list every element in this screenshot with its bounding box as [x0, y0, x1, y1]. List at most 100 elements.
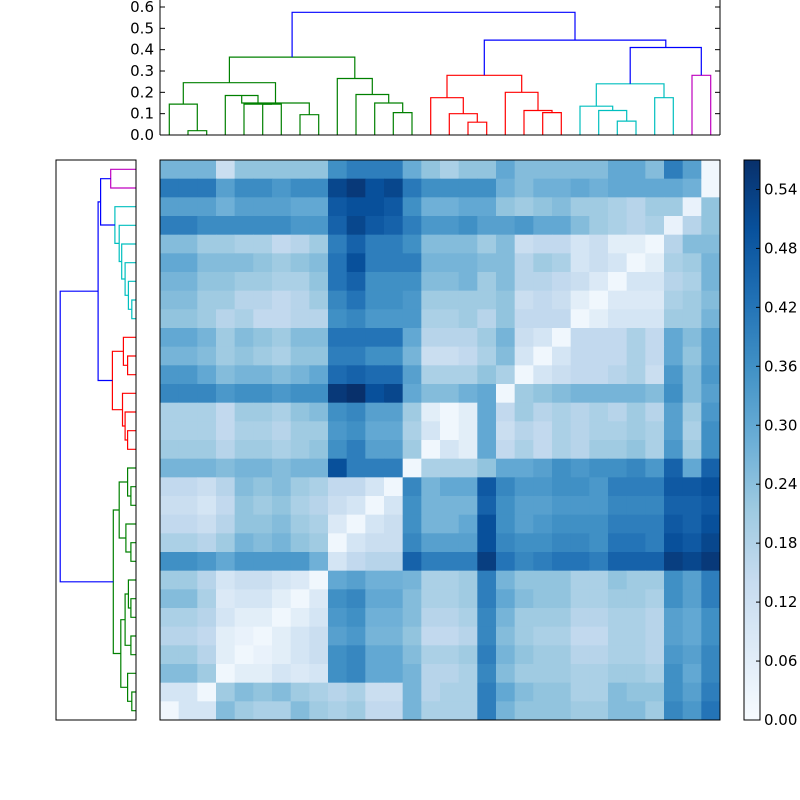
heatmap-cell-r1-c25 [626, 178, 646, 198]
top-dendrogram-link-10 [355, 93, 390, 135]
heatmap-cell-r29-c29 [701, 701, 721, 721]
top-dendrogram-link-27 [483, 39, 667, 76]
heatmap-cell-r6-c2 [197, 272, 217, 292]
heatmap-cell-r21-c13 [402, 552, 422, 572]
heatmap-cell-r12-c7 [290, 384, 310, 404]
heatmap-cell-r27-c15 [440, 664, 460, 684]
heatmap-cell-r18-c7 [290, 496, 310, 516]
heatmap-cell-r20-c28 [682, 533, 702, 553]
heatmap-cell-r16-c21 [552, 458, 572, 478]
heatmap-cell-r0-c5 [253, 160, 273, 180]
heatmap-cell-r15-c11 [365, 440, 385, 460]
heatmap-cell-r14-c9 [328, 421, 348, 441]
heatmap-cell-r18-c23 [589, 496, 609, 516]
heatmap-cell-r13-c23 [589, 402, 609, 422]
heatmap-cell-r9-c27 [664, 328, 684, 348]
top-dendrogram-link-2 [262, 103, 282, 135]
heatmap-cell-r6-c5 [253, 272, 273, 292]
heatmap-cell-r13-c29 [701, 402, 721, 422]
heatmap-cell-r29-c10 [346, 701, 366, 721]
heatmap-cell-r24-c2 [197, 608, 217, 628]
heatmap-cell-r25-c26 [645, 626, 665, 646]
heatmap-cell-r10-c22 [570, 346, 590, 366]
heatmap-cell-r0-c29 [701, 160, 721, 180]
heatmap-cell-r12-c15 [440, 384, 460, 404]
heatmap-cell-r20-c23 [589, 533, 609, 553]
heatmap-cell-r15-c2 [197, 440, 217, 460]
heatmap-cell-r0-c15 [440, 160, 460, 180]
heatmap-cell-r5-c26 [645, 253, 665, 273]
heatmap-cell-r4-c13 [402, 234, 422, 254]
heatmap-cell-r14-c3 [216, 421, 236, 441]
heatmap-cell-r2-c27 [664, 197, 684, 217]
heatmap-cell-r4-c25 [626, 234, 646, 254]
heatmap-cell-r26-c3 [216, 645, 236, 665]
heatmap-cell-r11-c0 [160, 365, 180, 385]
heatmap-cell-r12-c6 [272, 384, 292, 404]
heatmap-cell-r8-c2 [197, 309, 217, 329]
heatmap-cell-r18-c17 [477, 496, 497, 516]
heatmap-cell-r1-c28 [682, 178, 702, 198]
heatmap-cell-r29-c20 [533, 701, 553, 721]
heatmap-cell-r9-c19 [514, 328, 534, 348]
heatmap-cell-r23-c23 [589, 589, 609, 609]
heatmap-cell-r14-c17 [477, 421, 497, 441]
heatmap-cell-r9-c13 [402, 328, 422, 348]
heatmap-cell-r3-c8 [309, 216, 329, 236]
heatmap-cell-r27-c11 [365, 664, 385, 684]
heatmap-cell-r24-c4 [234, 608, 254, 628]
heatmap-cell-r8-c12 [384, 309, 404, 329]
heatmap-cell-r8-c22 [570, 309, 590, 329]
heatmap-cell-r17-c16 [458, 477, 478, 497]
heatmap-cell-r10-c14 [421, 346, 441, 366]
heatmap-cell-r19-c19 [514, 514, 534, 534]
heatmap-cell-r25-c18 [496, 626, 516, 646]
heatmap-cell-r9-c20 [533, 328, 553, 348]
heatmap-cell-r9-c24 [608, 328, 628, 348]
heatmap-cell-r25-c7 [290, 626, 310, 646]
heatmap-cell-r6-c17 [477, 272, 497, 292]
top-dendrogram-link-7 [182, 82, 277, 105]
heatmap-cell-r27-c3 [216, 664, 236, 684]
heatmap-cell-r6-c7 [290, 272, 310, 292]
heatmap-cell-r5-c7 [290, 253, 310, 273]
heatmap-cell-r25-c6 [272, 626, 292, 646]
heatmap-cell-r0-c2 [197, 160, 217, 180]
heatmap-cell-r23-c10 [346, 589, 366, 609]
heatmap-cell-r23-c21 [552, 589, 572, 609]
heatmap-cell-r29-c27 [664, 701, 684, 721]
heatmap-cell-r21-c16 [458, 552, 478, 572]
heatmap-cell-r22-c16 [458, 570, 478, 590]
heatmap-cell-r25-c28 [682, 626, 702, 646]
heatmap-cell-r8-c4 [234, 309, 254, 329]
heatmap-cell-r16-c29 [701, 458, 721, 478]
heatmap-cell-r19-c3 [216, 514, 236, 534]
heatmap-cell-r6-c13 [402, 272, 422, 292]
heatmap-cell-r2-c18 [496, 197, 516, 217]
heatmap-cell-r27-c14 [421, 664, 441, 684]
heatmap-cell-r23-c22 [570, 589, 590, 609]
heatmap-cell-r9-c6 [272, 328, 292, 348]
heatmap-cell-r22-c26 [645, 570, 665, 590]
heatmap-cell-r7-c11 [365, 290, 385, 310]
heatmap-cell-r15-c13 [402, 440, 422, 460]
heatmap-cell-r14-c22 [570, 421, 590, 441]
heatmap-cell-r18-c26 [645, 496, 665, 516]
left-dendrogram-link-22 [130, 635, 136, 656]
heatmap-cell-r5-c9 [328, 253, 348, 273]
heatmap-cell-r13-c12 [384, 402, 404, 422]
heatmap-cell-r27-c2 [197, 664, 217, 684]
heatmap-cell-r12-c1 [178, 384, 198, 404]
heatmap-cell-r24-c22 [570, 608, 590, 628]
heatmap-cell-r26-c1 [178, 645, 198, 665]
heatmap-cell-r22-c20 [533, 570, 553, 590]
heatmap-cell-r29-c28 [682, 701, 702, 721]
heatmap-cell-r21-c29 [701, 552, 721, 572]
heatmap-cell-r22-c6 [272, 570, 292, 590]
heatmap-cell-r20-c13 [402, 533, 422, 553]
top-y-tick-label-5: 0.5 [130, 19, 154, 37]
heatmap-cell-r18-c16 [458, 496, 478, 516]
heatmap-cell-r2-c15 [440, 197, 460, 217]
heatmap-cell-r6-c0 [160, 272, 180, 292]
heatmap-cell-r3-c18 [496, 216, 516, 236]
